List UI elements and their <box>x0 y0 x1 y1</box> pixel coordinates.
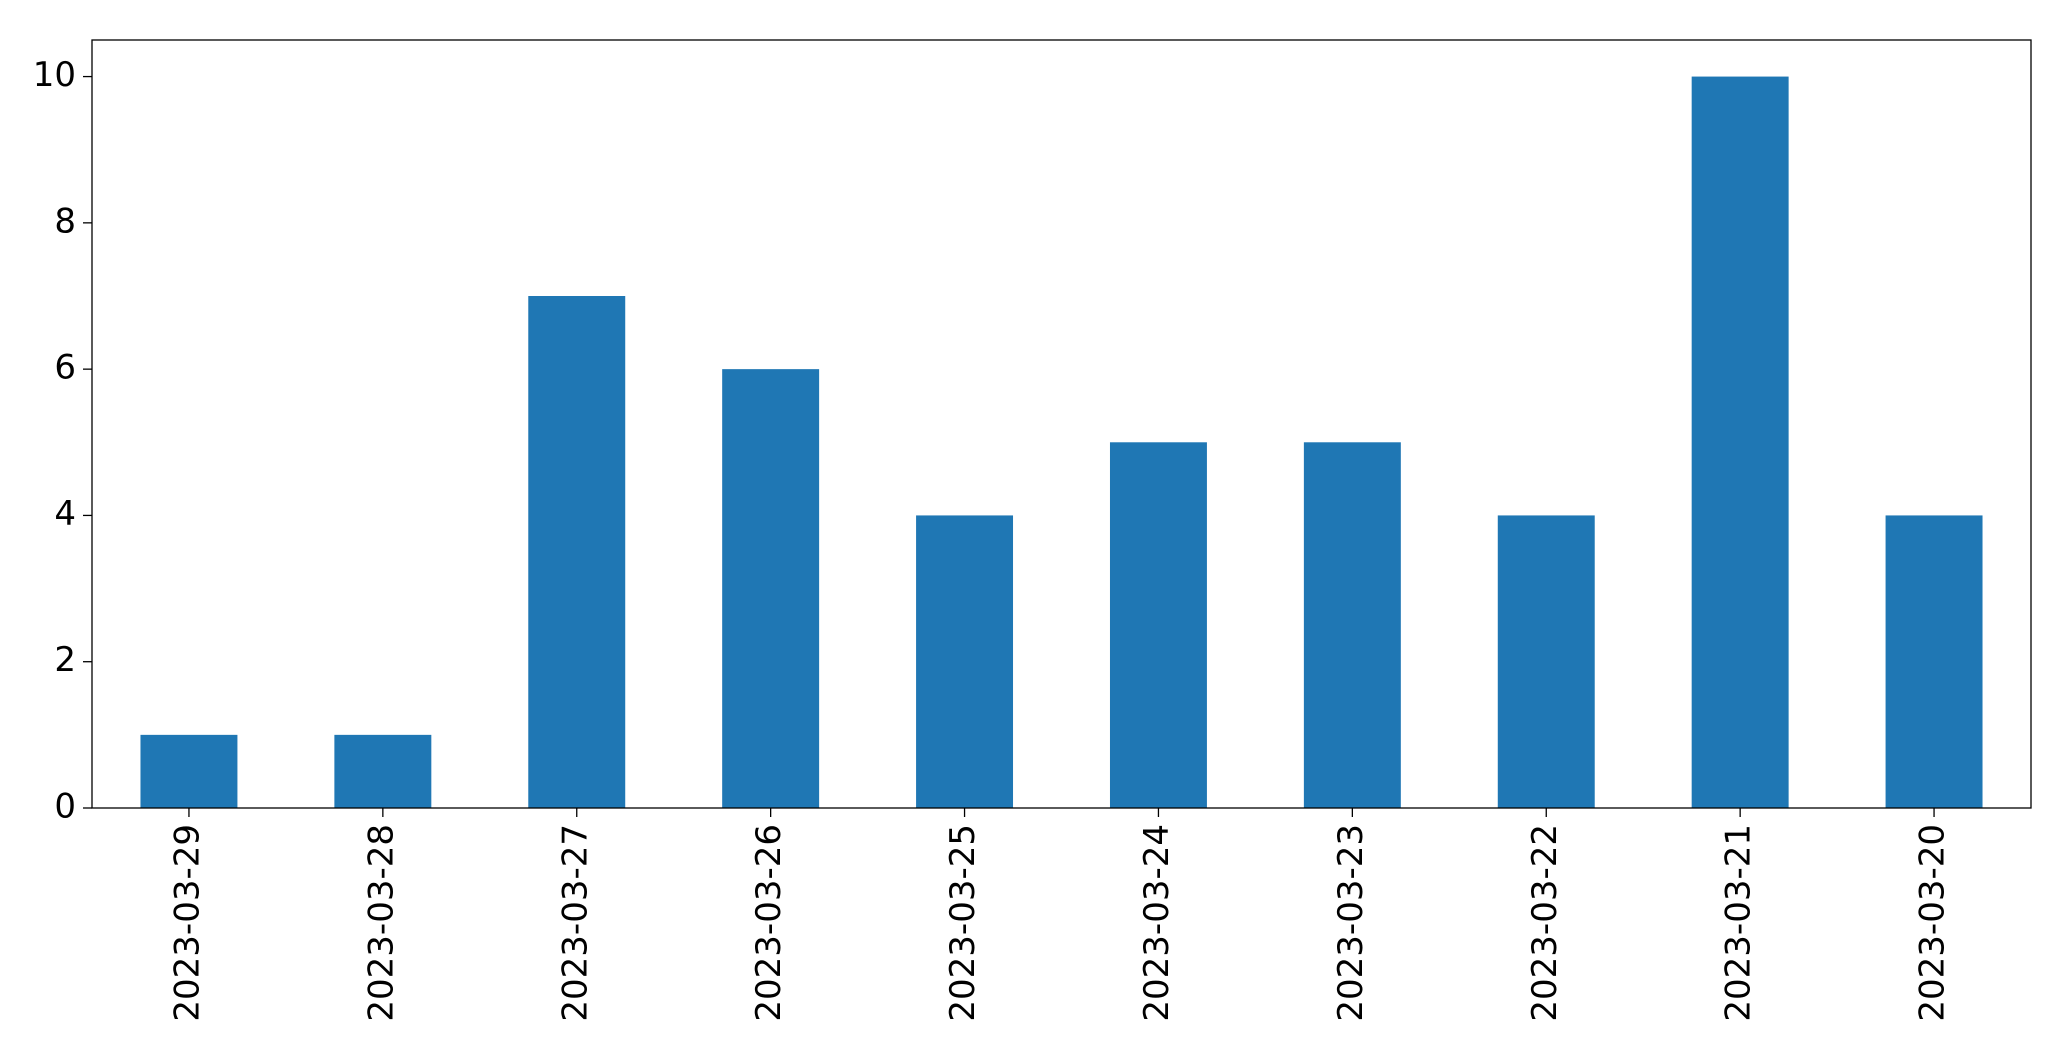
plot-frame <box>91 39 2032 809</box>
y-tick-label: 10 <box>33 55 76 95</box>
bar <box>1885 515 1983 808</box>
x-tick-label: 2023-03-27 <box>555 824 595 1022</box>
x-tick-label: 2023-03-26 <box>749 824 789 1022</box>
bar <box>1497 515 1595 808</box>
x-tick-label: 2023-03-22 <box>1525 824 1565 1022</box>
x-tick-label: 2023-03-20 <box>1913 824 1953 1022</box>
x-tick-label: 2023-03-24 <box>1137 824 1177 1022</box>
bar <box>722 369 820 808</box>
bar <box>1109 442 1207 808</box>
y-tick-label: 4 <box>54 494 76 534</box>
bar <box>334 734 432 808</box>
y-tick-label: 2 <box>54 640 76 680</box>
x-tick-label: 2023-03-23 <box>1331 824 1371 1022</box>
bar <box>1691 76 1789 809</box>
bar <box>1303 442 1401 808</box>
x-tick-label: 2023-03-28 <box>361 824 401 1022</box>
bar <box>916 515 1014 808</box>
y-tick-label: 8 <box>54 201 76 241</box>
x-tick-label: 2023-03-21 <box>1719 824 1759 1022</box>
bar <box>528 296 626 808</box>
y-tick-label: 6 <box>54 348 76 388</box>
x-tick-label: 2023-03-25 <box>943 824 983 1022</box>
y-tick-label: 0 <box>54 787 76 827</box>
bar <box>140 734 238 808</box>
x-tick-label: 2023-03-29 <box>167 824 207 1022</box>
